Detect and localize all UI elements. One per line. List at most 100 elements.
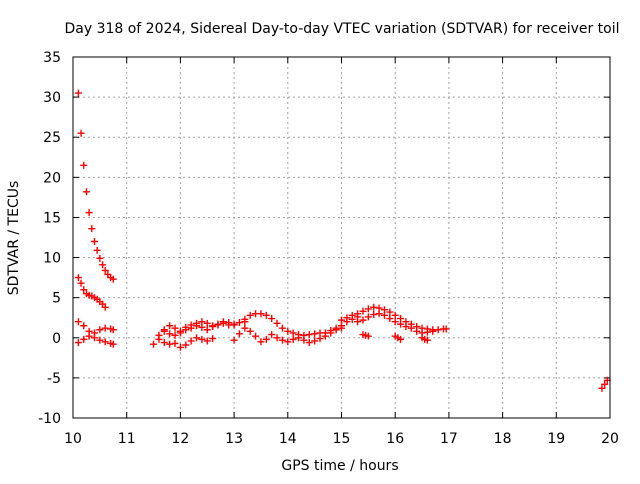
series-low-track-13-to-15 xyxy=(230,324,345,347)
data-point xyxy=(203,326,211,334)
x-tick-label: 14 xyxy=(279,431,297,447)
data-point xyxy=(82,188,90,196)
data-point xyxy=(391,318,399,326)
data-point xyxy=(402,323,410,331)
data-point xyxy=(80,286,88,294)
data-point xyxy=(257,338,265,346)
data-point xyxy=(160,327,168,335)
data-point xyxy=(150,340,158,348)
data-point xyxy=(397,320,405,328)
x-tick-label: 16 xyxy=(386,431,404,447)
plot-frame xyxy=(72,56,611,419)
data-point xyxy=(101,303,109,311)
data-point xyxy=(90,334,98,342)
data-point xyxy=(332,326,340,334)
data-point xyxy=(268,331,276,339)
data-point xyxy=(327,329,335,337)
data-point xyxy=(166,330,174,338)
data-point xyxy=(85,332,93,340)
data-point xyxy=(214,320,222,328)
data-point xyxy=(182,326,190,334)
y-tick-label: 30 xyxy=(43,90,61,106)
y-tick-label: 25 xyxy=(43,130,61,146)
grid-layer xyxy=(73,57,610,418)
data-point xyxy=(187,324,195,332)
series-track-from-2 xyxy=(74,318,117,337)
data-point xyxy=(96,326,104,334)
data-point xyxy=(96,254,104,262)
data-point xyxy=(442,325,450,333)
data-point xyxy=(80,335,88,343)
data-point xyxy=(284,338,292,346)
data-point xyxy=(176,329,184,337)
data-point xyxy=(316,335,324,343)
series-short-segments xyxy=(359,331,431,344)
data-point xyxy=(88,225,96,233)
data-point xyxy=(241,324,249,332)
data-point xyxy=(203,319,211,327)
data-point xyxy=(74,318,82,326)
data-point xyxy=(598,384,606,392)
data-point xyxy=(171,324,179,332)
data-point xyxy=(423,328,431,336)
data-point xyxy=(380,311,388,319)
data-point xyxy=(375,310,383,318)
data-point xyxy=(348,311,356,319)
series-track-from-7.5 xyxy=(74,274,109,311)
data-point xyxy=(74,339,82,347)
data-point xyxy=(407,324,415,332)
y-tick-label: 0 xyxy=(52,331,61,347)
data-point xyxy=(305,339,313,347)
data-point xyxy=(96,336,104,344)
data-point xyxy=(370,303,378,311)
chart-title: Day 318 of 2024, Sidereal Day-to-day VTE… xyxy=(64,21,619,37)
data-point xyxy=(209,335,217,343)
y-tick-label: -5 xyxy=(47,371,61,387)
data-point xyxy=(386,308,394,316)
data-point xyxy=(354,310,362,318)
data-point xyxy=(434,326,442,334)
data-point xyxy=(203,337,211,345)
data-point xyxy=(99,261,107,269)
data-point xyxy=(176,343,184,351)
data-point xyxy=(268,315,276,323)
data-point xyxy=(80,322,88,330)
x-tick-label: 12 xyxy=(171,431,189,447)
x-tick-label: 19 xyxy=(547,431,565,447)
y-tick-label: 20 xyxy=(43,170,61,186)
data-point xyxy=(354,318,362,326)
data-point xyxy=(187,337,195,345)
data-point xyxy=(397,335,405,343)
data-point xyxy=(230,336,238,344)
data-point xyxy=(391,311,399,319)
data-point xyxy=(101,266,109,274)
data-point xyxy=(364,332,372,340)
data-point xyxy=(364,305,372,313)
data-point xyxy=(289,329,297,337)
data-point xyxy=(338,324,345,332)
series-end-track xyxy=(598,376,611,392)
data-point xyxy=(278,324,286,332)
series-track-near-zero xyxy=(74,332,117,348)
y-tick-label: 35 xyxy=(43,50,61,66)
y-tick-label: 5 xyxy=(52,291,61,307)
data-point xyxy=(85,209,93,217)
data-point xyxy=(429,327,437,335)
data-point xyxy=(601,380,609,388)
x-tick-label: 13 xyxy=(225,431,243,447)
data-point xyxy=(182,341,190,349)
data-point xyxy=(74,89,82,97)
data-point xyxy=(219,318,227,326)
data-point xyxy=(74,274,82,282)
y-tick-label: 15 xyxy=(43,210,61,226)
data-point xyxy=(109,340,117,348)
data-point xyxy=(193,334,201,342)
data-point xyxy=(209,323,217,331)
data-point xyxy=(77,279,85,287)
data-point xyxy=(257,310,265,318)
series-hump-13-5 xyxy=(241,310,362,339)
data-point xyxy=(101,338,109,346)
data-point xyxy=(273,319,281,327)
data-point xyxy=(235,319,243,327)
